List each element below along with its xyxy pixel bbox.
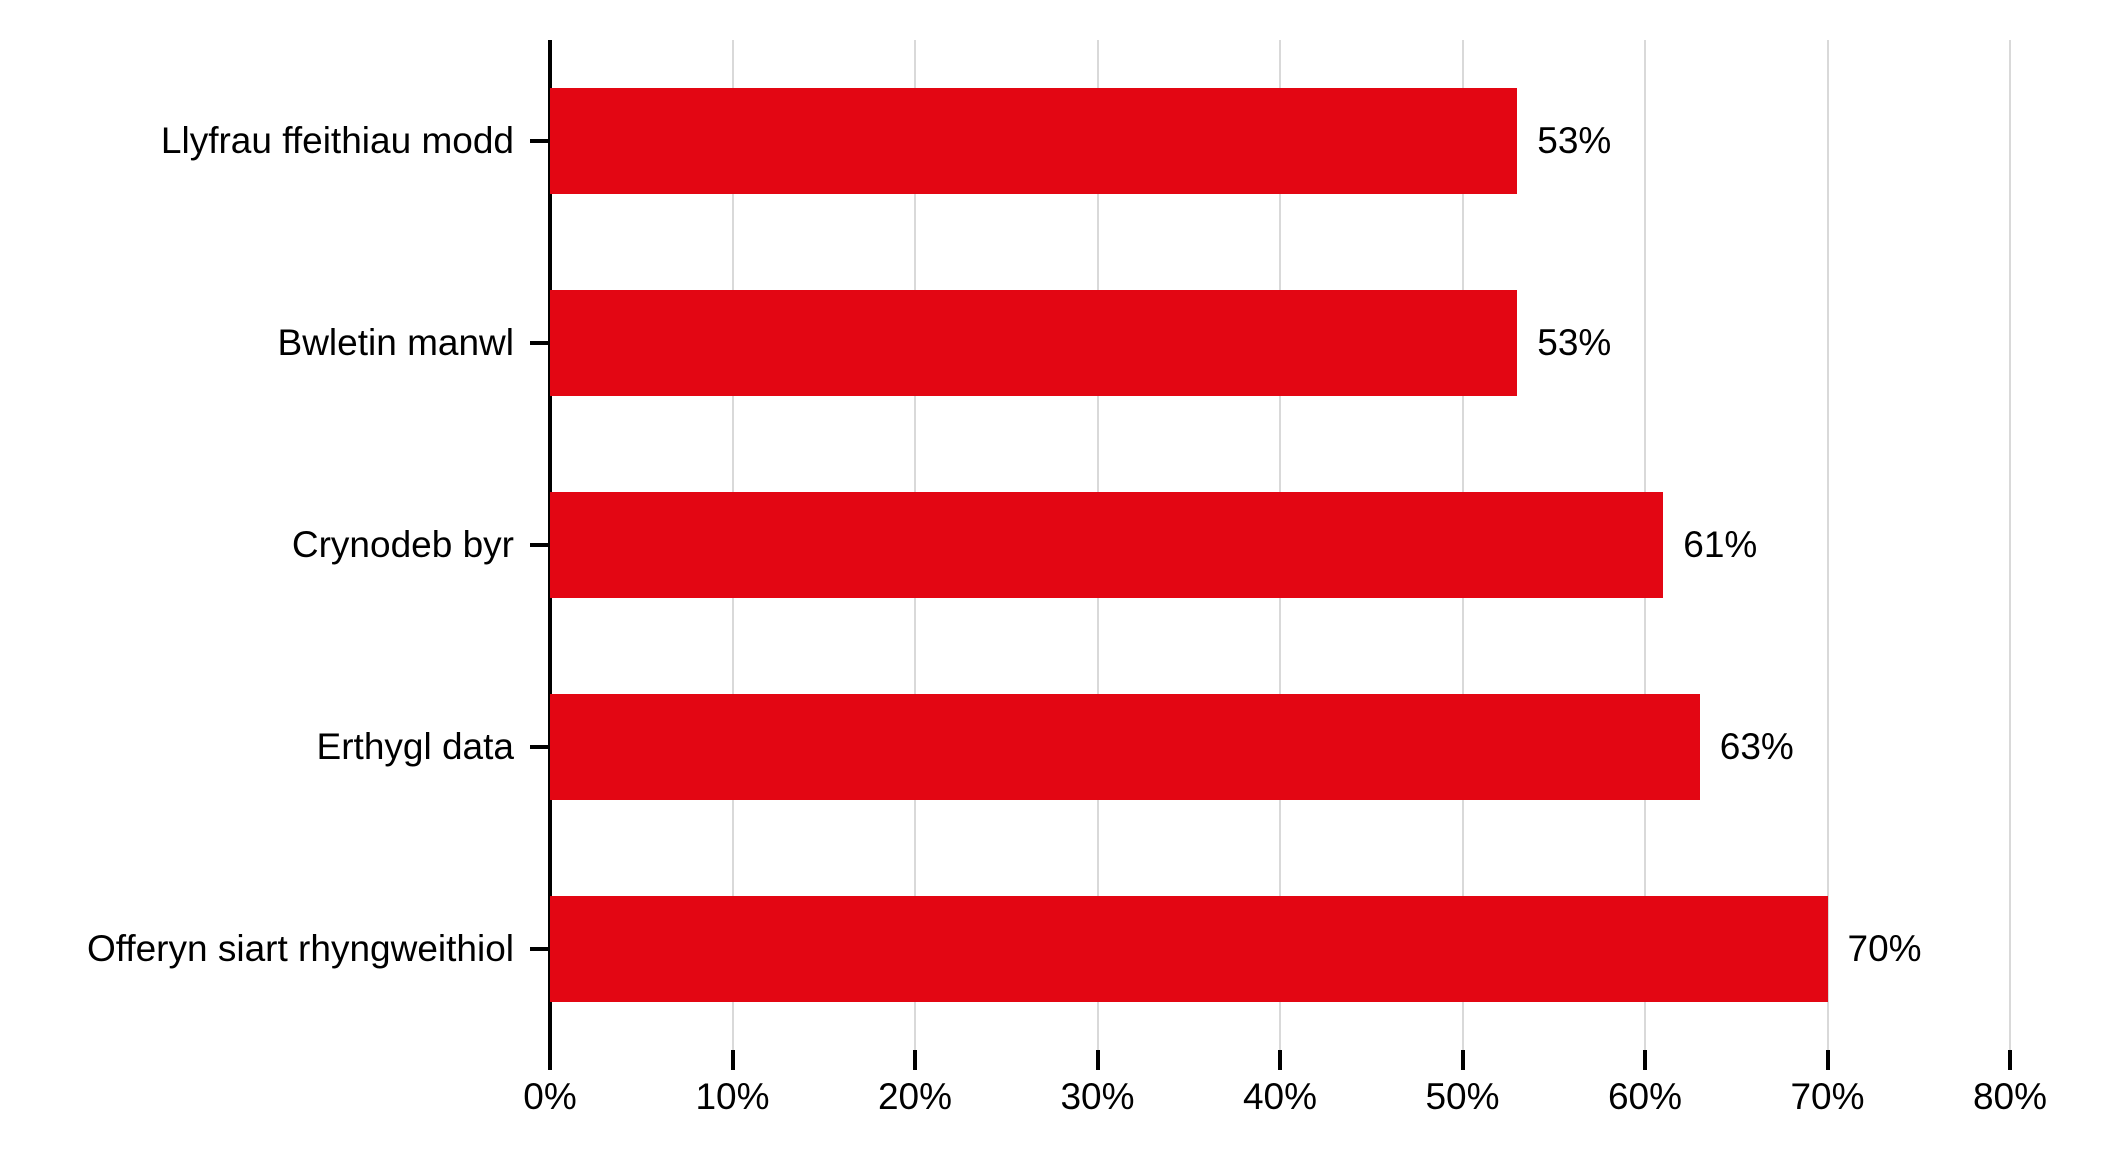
x-tick-label: 10% [695, 1076, 769, 1118]
x-tick-label: 30% [1060, 1076, 1134, 1118]
y-tick-mark [530, 139, 550, 143]
x-tick-label: 40% [1243, 1076, 1317, 1118]
bar-row: 63% [550, 694, 2010, 800]
bar-value-label: 61% [1683, 524, 1757, 566]
y-tick-mark [530, 341, 550, 345]
bar [550, 896, 1828, 1002]
plot-area: 0%10%20%30%40%50%60%70%80%53%Llyfrau ffe… [550, 40, 2010, 1050]
bar [550, 492, 1663, 598]
x-tick-label: 0% [523, 1076, 576, 1118]
bar-value-label: 70% [1848, 928, 1922, 970]
y-category-label: Offeryn siart rhyngweithiol [87, 928, 514, 970]
bar-value-label: 53% [1537, 322, 1611, 364]
y-category-label: Crynodeb byr [292, 524, 514, 566]
x-tick-label: 70% [1790, 1076, 1864, 1118]
x-tick-label: 80% [1973, 1076, 2047, 1118]
bar [550, 290, 1517, 396]
bar-row: 61% [550, 492, 2010, 598]
bar-row: 70% [550, 896, 2010, 1002]
y-category-label: Erthygl data [317, 726, 514, 768]
bar-row: 53% [550, 290, 2010, 396]
horizontal-bar-chart: 0% 10% 20% 30% 40% 50% 60% 70% 80% 53% Llyfrau ffe… [0, 0, 2101, 1150]
x-tick-label: 20% [878, 1076, 952, 1118]
bar [550, 88, 1517, 194]
bar-row: 53% [550, 88, 2010, 194]
x-tick-label: 60% [1608, 1076, 1682, 1118]
bar [550, 694, 1700, 800]
y-category-label: Bwletin manwl [278, 322, 514, 364]
y-category-label: Llyfrau ffeithiau modd [161, 120, 514, 162]
x-tick-label: 50% [1425, 1076, 1499, 1118]
bar-value-label: 63% [1720, 726, 1794, 768]
y-tick-mark [530, 745, 550, 749]
y-tick-mark [530, 543, 550, 547]
bar-value-label: 53% [1537, 120, 1611, 162]
y-tick-mark [530, 947, 550, 951]
